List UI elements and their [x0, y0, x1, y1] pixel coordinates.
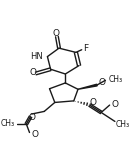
Text: HN: HN: [30, 52, 43, 60]
Text: O: O: [32, 130, 39, 139]
Text: O: O: [90, 98, 97, 107]
Text: CH₃: CH₃: [109, 75, 123, 84]
Polygon shape: [78, 84, 97, 89]
Text: CH₃: CH₃: [116, 120, 130, 129]
Text: O: O: [52, 29, 59, 38]
Text: O: O: [28, 113, 35, 122]
Text: F: F: [83, 44, 88, 53]
Text: O: O: [111, 99, 118, 109]
Text: CH₃: CH₃: [1, 118, 15, 128]
Text: O: O: [98, 78, 105, 87]
Text: O: O: [29, 68, 36, 77]
